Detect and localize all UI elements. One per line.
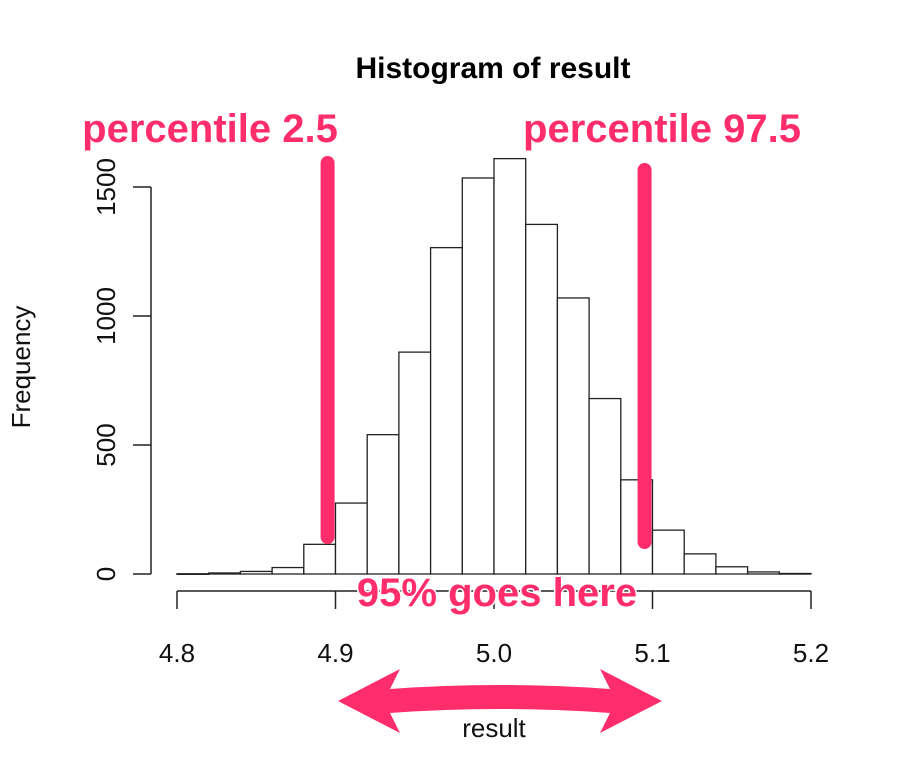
histogram-bar [429, 246, 463, 575]
y-tick-label: 1500 [91, 158, 121, 216]
histogram-bar [239, 570, 273, 575]
y-tick-label: 0 [91, 567, 121, 581]
histogram-bar [651, 529, 685, 575]
range-label: 95% goes here [357, 571, 637, 615]
histogram-bar [271, 566, 305, 575]
y-tick-label: 1000 [91, 287, 121, 345]
histogram-bar [525, 223, 559, 575]
range-double-arrow [338, 669, 662, 733]
histogram-bar [715, 566, 749, 575]
histogram-bar [746, 571, 780, 575]
x-tick-label: 5.2 [793, 638, 829, 668]
x-tick-label: 4.9 [317, 638, 353, 668]
y-tick-label: 500 [91, 423, 121, 466]
x-axis-label: result [462, 713, 526, 743]
histogram-bar [208, 572, 242, 575]
histogram-bar [778, 572, 812, 575]
histogram-bar [334, 502, 368, 575]
histogram-bar [461, 177, 495, 575]
upper-percentile-label: percentile 97.5 [523, 107, 801, 151]
histogram-bar [303, 543, 337, 575]
lower-percentile-label: percentile 2.5 [82, 107, 338, 151]
chart-title: Histogram of result [355, 52, 630, 85]
x-axis: 4.8 4.9 5.0 5.1 5.2 [159, 590, 829, 668]
histogram-bar [556, 297, 590, 575]
y-axis: 0 500 1000 1500 [91, 158, 152, 581]
histogram-bars [176, 157, 812, 575]
x-tick-label: 5.1 [634, 638, 670, 668]
histogram-bar [588, 397, 622, 575]
histogram-bar [683, 553, 717, 575]
annotations: percentile 2.5 percentile 97.5 95% goes … [81, 106, 802, 733]
histogram-bar [493, 157, 527, 575]
y-axis-label: Frequency [6, 306, 36, 429]
x-tick-label: 4.8 [159, 638, 195, 668]
histogram-bar [176, 573, 210, 575]
histogram-bar [366, 434, 400, 575]
x-tick-label: 5.0 [476, 638, 512, 668]
histogram-bar [398, 351, 432, 575]
